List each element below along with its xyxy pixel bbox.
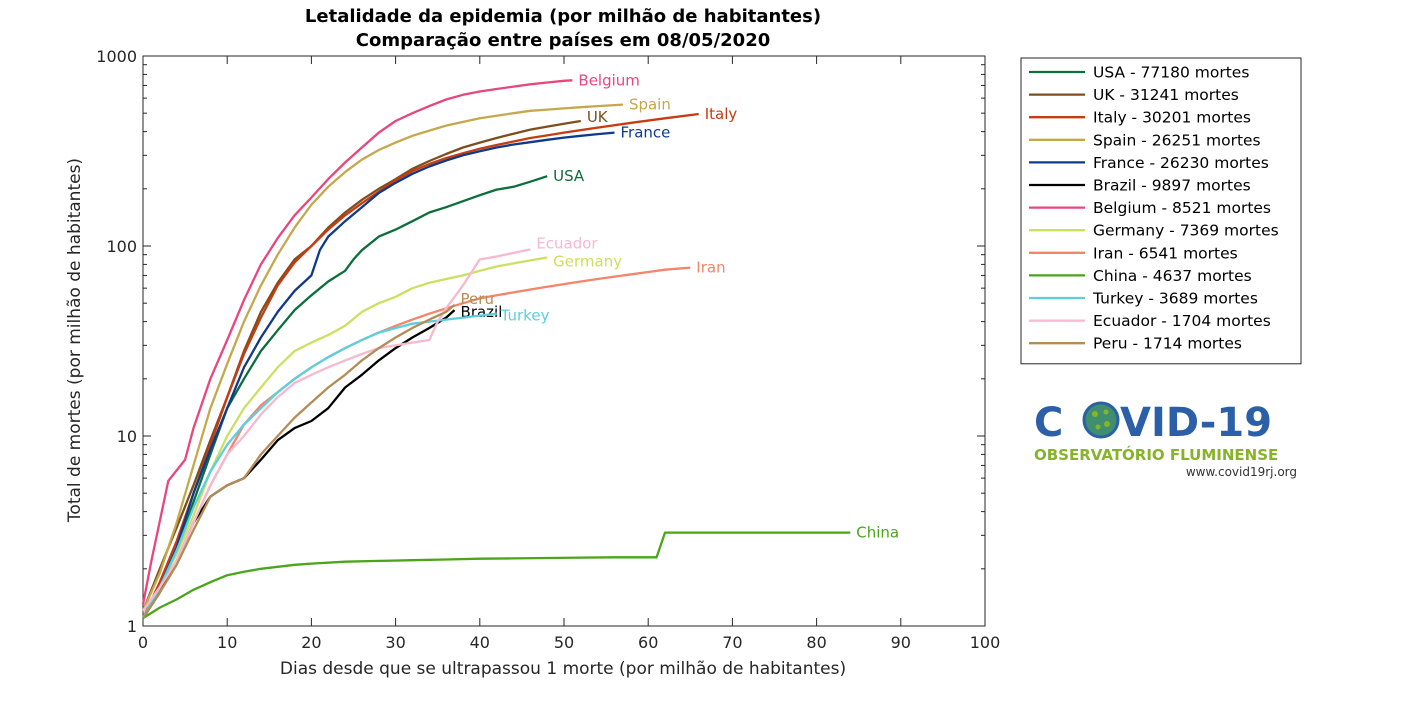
virus-icon bbox=[1082, 401, 1120, 439]
series-line-china bbox=[142, 531, 851, 620]
legend-entry: Belgium - 8521 mortes bbox=[1093, 199, 1271, 217]
legend-entry: Ecuador - 1704 mortes bbox=[1093, 312, 1271, 330]
legend-entry: Italy - 30201 mortes bbox=[1093, 109, 1251, 127]
x-tick-label: 100 bbox=[970, 633, 1001, 652]
series-label-ecuador: Ecuador bbox=[536, 234, 598, 252]
series-label-spain: Spain bbox=[629, 96, 671, 114]
series-label-germany: Germany bbox=[553, 252, 622, 270]
logo-title-right: VID-19 bbox=[1120, 400, 1272, 446]
x-axis-label: Dias desde que se ultrapassou 1 morte (p… bbox=[280, 659, 846, 679]
legend-entry: China - 4637 mortes bbox=[1093, 267, 1252, 285]
chart-title: Letalidade da epidemia (por milhão de ha… bbox=[305, 6, 821, 27]
x-tick-label: 20 bbox=[301, 633, 321, 652]
series-line-france bbox=[141, 131, 615, 619]
series-line-italy bbox=[141, 112, 699, 619]
covid19-logo: C VID-19 OBSERVATÓRIO FLUMINENSE www.cov… bbox=[1034, 400, 1297, 479]
y-tick-label: 100 bbox=[106, 237, 137, 256]
series-label-peru: Peru bbox=[461, 290, 494, 308]
x-tick-label: 50 bbox=[554, 633, 574, 652]
x-tick-label: 30 bbox=[385, 633, 405, 652]
series-label-france: France bbox=[621, 124, 671, 142]
series-line-turkey bbox=[141, 312, 497, 619]
series-line-belgium bbox=[141, 79, 573, 605]
legend-entry: Brazil - 9897 mortes bbox=[1093, 177, 1251, 195]
x-tick-label: 90 bbox=[891, 633, 911, 652]
series-label-iran: Iran bbox=[696, 259, 725, 277]
logo-subtitle: OBSERVATÓRIO FLUMINENSE bbox=[1034, 445, 1278, 464]
x-tick-label: 70 bbox=[722, 633, 742, 652]
legend-entry: USA - 77180 mortes bbox=[1093, 64, 1249, 82]
series-label-uk: UK bbox=[587, 108, 609, 126]
x-tick-label: 80 bbox=[806, 633, 826, 652]
y-tick-label: 1 bbox=[127, 617, 137, 636]
legend-entry: Germany - 7369 mortes bbox=[1093, 222, 1279, 240]
series-line-brazil bbox=[142, 309, 456, 619]
legend-entry: UK - 31241 mortes bbox=[1093, 86, 1239, 104]
x-tick-label: 40 bbox=[470, 633, 490, 652]
series-label-italy: Italy bbox=[705, 105, 738, 123]
series-label-belgium: Belgium bbox=[578, 71, 640, 89]
series-line-spain bbox=[141, 103, 623, 612]
x-tick-label: 60 bbox=[638, 633, 658, 652]
series-label-china: China bbox=[856, 524, 899, 542]
logo-url: www.covid19rj.org bbox=[1186, 465, 1297, 479]
legend-entry: Turkey - 3689 mortes bbox=[1092, 290, 1258, 308]
series-line-uk bbox=[141, 119, 581, 612]
y-axis-label: Total de mortes (por milhão de habitante… bbox=[65, 158, 85, 523]
x-tick-label: 0 bbox=[138, 633, 148, 652]
series-label-usa: USA bbox=[553, 167, 585, 185]
legend-entry: France - 26230 mortes bbox=[1093, 154, 1269, 172]
legend-entry: Iran - 6541 mortes bbox=[1093, 244, 1238, 262]
series-line-iran bbox=[142, 266, 691, 612]
series-line-peru bbox=[142, 304, 456, 619]
series-line-ecuador bbox=[142, 248, 531, 612]
chart-subtitle: Comparação entre países em 08/05/2020 bbox=[356, 30, 771, 51]
legend-entry: Peru - 1714 mortes bbox=[1093, 335, 1242, 353]
y-tick-label: 10 bbox=[117, 427, 137, 446]
series-label-turkey: Turkey bbox=[500, 307, 550, 325]
legend: USA - 77180 mortes UK - 31241 mortes Italy… bbox=[1020, 57, 1302, 365]
series-line-usa bbox=[141, 175, 548, 619]
legend-box bbox=[1020, 57, 1302, 365]
y-tick-label: 1000 bbox=[96, 47, 137, 66]
logo-title-left: C bbox=[1034, 400, 1063, 446]
legend-entry: Spain - 26251 mortes bbox=[1093, 131, 1261, 149]
x-tick-label: 10 bbox=[217, 633, 237, 652]
